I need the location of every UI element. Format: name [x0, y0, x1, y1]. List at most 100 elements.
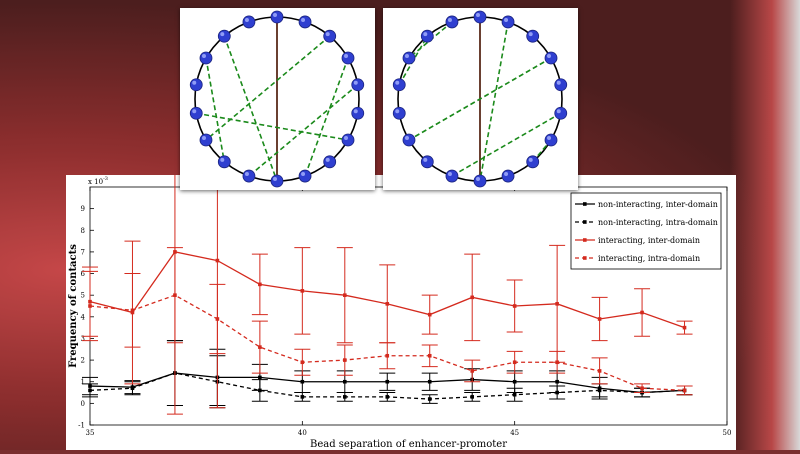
contact-link [205, 35, 331, 141]
x-axis-label: Bead separation of enhancer-promoter [310, 439, 507, 450]
data-point [215, 258, 220, 263]
bead [420, 29, 434, 43]
data-point [512, 304, 517, 308]
data-point [88, 304, 92, 308]
bead-highlight [476, 13, 480, 17]
x-tick-label: 45 [510, 429, 519, 437]
bead [189, 106, 203, 120]
bead-highlight [395, 109, 400, 114]
legend-marker [583, 202, 587, 206]
bead-highlight [244, 17, 249, 22]
bead-highlight [353, 80, 358, 85]
bead-highlight [404, 136, 409, 140]
bead-highlight [447, 172, 452, 177]
bead [298, 15, 312, 29]
legend-label: non-interacting, intra-domain [598, 218, 718, 227]
legend-label: non-interacting, inter-domain [598, 200, 718, 209]
bead [544, 51, 558, 65]
legend-label: interacting, inter-domain [598, 236, 700, 245]
bead [199, 51, 213, 65]
y-tick-label: 6 [81, 270, 86, 278]
contact-link [223, 35, 278, 182]
data-point [427, 312, 432, 317]
bead [501, 169, 515, 183]
bead [298, 169, 312, 183]
data-point [597, 388, 602, 393]
data-point [258, 388, 262, 393]
data-point [470, 395, 474, 399]
data-point [555, 379, 559, 384]
data-point [258, 282, 262, 287]
bead [270, 174, 284, 188]
bead-highlight [556, 80, 561, 85]
y-axis-label: Frequency of contacts [68, 244, 79, 368]
bead-highlight [353, 109, 358, 114]
bead-highlight [192, 80, 197, 85]
data-point [258, 375, 262, 380]
y-tick-label: 1 [81, 378, 85, 386]
data-point [555, 302, 559, 306]
bead-highlight [447, 17, 452, 22]
data-point [130, 308, 135, 313]
data-point [130, 386, 135, 391]
bead-highlight [395, 80, 400, 85]
y-tick-label: 7 [81, 248, 85, 256]
legend: non-interacting, inter-domain non-interac… [570, 192, 722, 270]
data-point [300, 289, 305, 293]
bead [501, 15, 515, 29]
bead [323, 155, 337, 169]
bead-highlight [547, 136, 552, 140]
bead [341, 133, 355, 147]
data-point [385, 302, 390, 306]
bead [473, 10, 487, 24]
data-point [385, 353, 390, 358]
bead [323, 29, 337, 43]
bead [351, 106, 365, 120]
contact-link [304, 57, 349, 177]
data-point [682, 388, 687, 393]
bead [473, 174, 487, 188]
legend-marker [583, 238, 587, 242]
data-point [343, 358, 347, 362]
bead-highlight [201, 54, 206, 58]
bead-highlight [528, 157, 533, 162]
bead [217, 155, 231, 169]
data-point [215, 317, 220, 321]
data-point [343, 293, 347, 297]
bead [199, 133, 213, 147]
bead-highlight [273, 13, 277, 17]
data-point [427, 379, 432, 384]
data-point [512, 392, 517, 397]
bead-highlight [504, 172, 509, 177]
y-tick-label: 8 [81, 227, 85, 235]
bead-highlight [423, 157, 428, 162]
bead-highlight [528, 32, 533, 37]
bead-highlight [423, 32, 428, 37]
data-point [343, 395, 347, 399]
data-point [470, 295, 474, 300]
data-point [512, 360, 517, 365]
y-exponent-label: x 10-3 [88, 176, 108, 186]
bead [242, 15, 256, 29]
data-point [682, 325, 687, 330]
bead [445, 15, 459, 29]
legend-marker [583, 220, 587, 224]
x-tick-label: 35 [86, 429, 95, 437]
legend-label: interacting, intra-domain [598, 254, 700, 263]
bead-highlight [325, 157, 330, 162]
y-tick-label: 0 [81, 400, 85, 408]
contact-link [248, 84, 359, 177]
legend-marker [583, 256, 587, 260]
contact-link [408, 57, 552, 141]
background-edge [730, 0, 800, 450]
bead-highlight [301, 172, 306, 177]
bead [351, 78, 365, 92]
data-point [300, 360, 305, 365]
data-point [385, 395, 390, 399]
series-4 [82, 247, 693, 396]
bead [270, 10, 284, 24]
data-point [512, 379, 517, 384]
bead [544, 133, 558, 147]
bead-highlight [476, 177, 480, 181]
